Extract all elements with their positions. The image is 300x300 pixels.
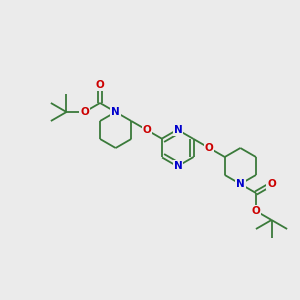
Text: O: O xyxy=(80,107,89,117)
Text: N: N xyxy=(111,107,120,117)
Text: N: N xyxy=(236,179,245,189)
Text: O: O xyxy=(142,125,151,135)
Text: O: O xyxy=(267,179,276,189)
Text: N: N xyxy=(174,125,182,135)
Text: O: O xyxy=(96,80,104,90)
Text: O: O xyxy=(205,143,214,153)
Text: N: N xyxy=(174,161,182,171)
Text: O: O xyxy=(252,206,260,216)
